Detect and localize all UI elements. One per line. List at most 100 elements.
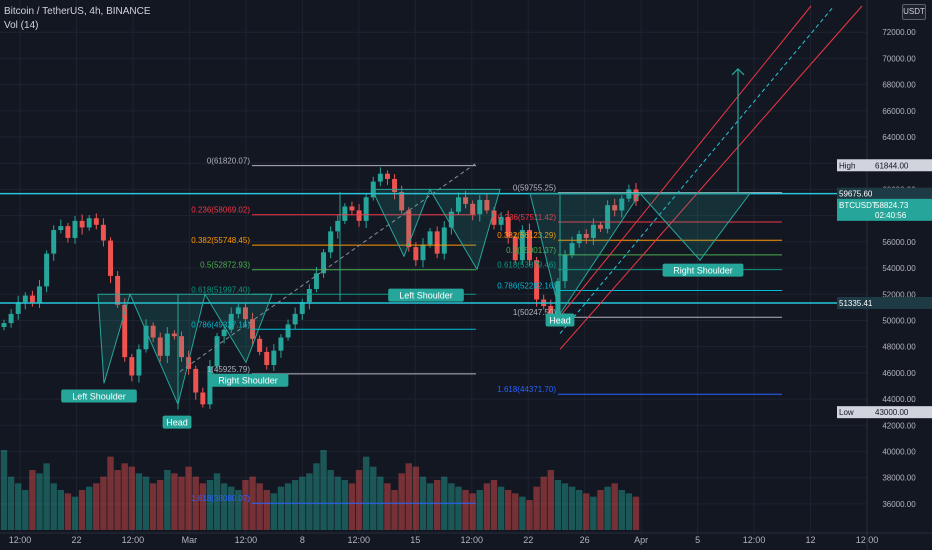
volume-bar (405, 463, 412, 530)
volume-bar (483, 483, 491, 530)
volume-bar (455, 486, 462, 530)
candle-body (150, 325, 156, 338)
candle-body (1, 323, 7, 328)
volume-bar (341, 480, 349, 530)
pattern-label-bg (662, 263, 744, 277)
volume-bar (568, 486, 576, 530)
candle-body (455, 197, 461, 212)
volume-bar (107, 456, 114, 530)
volume-bar (100, 476, 107, 530)
candle-body (271, 350, 277, 366)
pattern-label-bg (388, 288, 464, 302)
candle-body (257, 338, 263, 352)
pattern-label: Head (166, 418, 188, 428)
pattern-label-bg (207, 373, 289, 387)
volume-bar (78, 490, 86, 530)
volume-bar (157, 480, 164, 530)
volume-bar (597, 490, 604, 530)
currency-button[interactable]: USDT (902, 4, 926, 20)
y-tick-label: 40000.00 (882, 447, 916, 456)
volume-bar (320, 450, 327, 530)
volume-bar (547, 470, 554, 530)
candle-body (193, 368, 199, 393)
volume-bar (178, 476, 185, 530)
candle-body (164, 333, 170, 356)
volume-bar (142, 476, 150, 530)
fib-right-level-label: 0.786(52282.16) (497, 282, 556, 291)
candle-body (22, 295, 28, 303)
volume-bar (192, 476, 199, 530)
candle-body (306, 289, 312, 303)
y-tick-label: 70000.00 (882, 54, 916, 63)
y-tick-label: 44000.00 (882, 395, 916, 404)
volume-bar (604, 486, 611, 530)
pattern-label-bg (162, 415, 192, 429)
candle-body (598, 224, 603, 229)
y-tick-label: 68000.00 (882, 81, 916, 90)
hs-pattern-right (529, 192, 751, 316)
candle-body (37, 286, 42, 304)
candle-body (313, 273, 319, 290)
volume-bar (57, 490, 65, 530)
candle-body (356, 210, 362, 221)
volume-bar (512, 493, 519, 530)
candle-body (228, 313, 234, 330)
fib-left-level-label: 0.5(52872.93) (200, 261, 250, 270)
volume-bar (93, 483, 100, 530)
candle-body (434, 231, 440, 254)
candle-body (51, 230, 57, 254)
volume-bar (391, 490, 398, 530)
volume-bar (590, 496, 597, 530)
channel-mid-line (559, 5, 835, 334)
x-tick-label: 8 (300, 535, 305, 545)
y-tick-label: 72000.00 (882, 28, 916, 37)
volume-bar (86, 486, 93, 530)
candle-body (235, 307, 241, 314)
candle-body (299, 302, 305, 314)
x-tick-label: 26 (580, 535, 590, 545)
candle-body (328, 231, 334, 253)
candle-body (129, 357, 135, 376)
volume-bar (121, 463, 128, 530)
price-tag-bg (837, 198, 932, 221)
volume-bar (135, 473, 143, 530)
fib-right-level-label: 0.236(57511.42) (498, 213, 556, 222)
volume-bar (43, 463, 50, 530)
candle-body (555, 281, 561, 314)
volume-bar (220, 483, 228, 530)
candle-body (157, 337, 163, 356)
y-tick-label: 64000.00 (882, 133, 916, 142)
fib-right-level-label: 1.618(44371.70) (497, 385, 556, 394)
pattern-label: Left Shoulder (399, 291, 453, 301)
volume-indicator-label[interactable]: Vol (14) (4, 20, 39, 31)
fib-right-level-label: 0.5(55001.37) (506, 246, 556, 255)
volume-bar (398, 473, 405, 530)
price-tag-label: 59675.60 (839, 190, 873, 199)
volume-bar (235, 490, 242, 530)
candle-body (93, 218, 99, 225)
volume-bar (426, 483, 434, 530)
volume-bar (306, 473, 313, 530)
volume-bar (362, 456, 370, 530)
fib-left-level-label: 0.618(51997.40) (191, 285, 250, 294)
volume-bar (575, 490, 583, 530)
x-tick-label: 12 (806, 535, 816, 545)
volume-bar (313, 463, 320, 530)
price-tag-bg (837, 296, 932, 309)
volume-bar (22, 490, 29, 530)
candle-body (526, 230, 532, 261)
y-tick-label: 66000.00 (882, 107, 916, 116)
pattern-label: Left Shoulder (72, 391, 126, 401)
x-tick-label: 12:00 (348, 535, 371, 545)
y-tick-label: 54000.00 (882, 264, 916, 273)
volume-bar (384, 483, 391, 530)
volume-bar (164, 470, 171, 530)
volume-bar (206, 480, 214, 530)
candle-body (590, 224, 596, 238)
candle-body (285, 324, 291, 338)
candle-body (605, 205, 611, 229)
pattern-label-bg (545, 313, 575, 327)
volume-bar (114, 470, 121, 530)
candle-body (384, 173, 390, 179)
